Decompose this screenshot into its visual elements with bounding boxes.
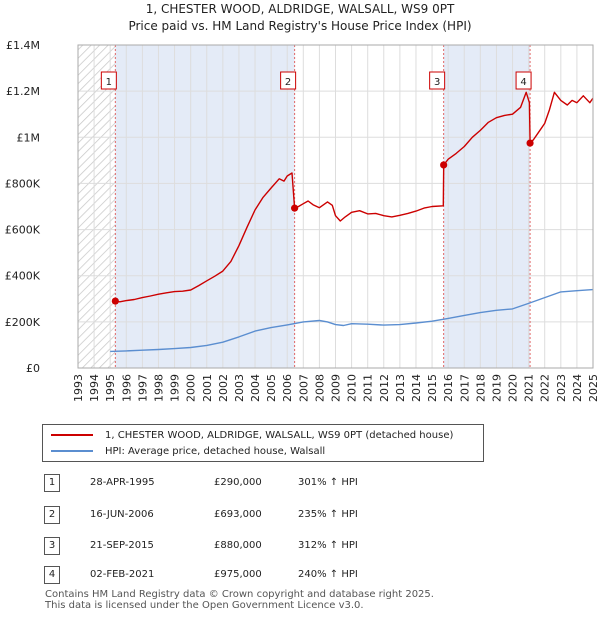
x-tick-label: 2020	[507, 374, 520, 402]
x-tick-label: 2022	[539, 374, 552, 402]
x-tick-label: 2015	[426, 374, 439, 402]
sale-label-number: 1	[106, 77, 112, 88]
x-tick-label: 2014	[410, 374, 423, 402]
x-tick-label: 2025	[587, 374, 600, 402]
hpi-line	[110, 288, 594, 353]
y-tick-label: £600K	[5, 224, 41, 237]
x-tick-label: 2012	[378, 374, 391, 402]
y-tick-label: £1M	[17, 131, 41, 144]
sale-point	[111, 297, 119, 305]
x-tick-label: 2011	[362, 374, 375, 402]
x-tick-label: 1999	[169, 374, 182, 402]
legend: 1, CHESTER WOOD, ALDRIDGE, WALSALL, WS9 …	[42, 424, 484, 462]
sale-hpi-change: 240% ↑ HPI	[298, 569, 358, 580]
sale-number-box: 3	[44, 537, 60, 555]
legend-swatch-hpi	[51, 450, 93, 452]
x-tick-label: 2009	[330, 374, 343, 402]
x-tick-label: 2005	[265, 374, 278, 402]
sale-price: £290,000	[214, 477, 262, 488]
legend-swatch-property	[51, 434, 93, 436]
sale-label-number: 3	[434, 77, 440, 88]
x-tick-label: 2007	[297, 374, 310, 402]
sale-price: £693,000	[214, 509, 262, 520]
plot-frame	[77, 44, 594, 369]
table-row: 3 21-SEP-2015 £880,000 312% ↑ HPI	[44, 537, 464, 555]
x-tick-label: 2019	[490, 374, 503, 402]
sale-date: 02-FEB-2021	[90, 569, 155, 580]
sale-label-box	[280, 71, 297, 90]
x-tick-label: 2024	[571, 374, 584, 402]
sale-label-box	[100, 71, 117, 90]
x-tick-label: 1993	[72, 374, 85, 402]
legend-item-property: 1, CHESTER WOOD, ALDRIDGE, WALSALL, WS9 …	[51, 427, 453, 443]
footer-attribution: Contains HM Land Registry data © Crown c…	[45, 589, 434, 611]
sale-price: £880,000	[214, 540, 262, 551]
y-tick-label: £1.4M	[6, 39, 40, 52]
legend-item-hpi: HPI: Average price, detached house, Wals…	[51, 443, 325, 459]
sale-point	[440, 161, 448, 169]
x-tick-label: 2001	[201, 374, 214, 402]
footer-line-2: This data is licensed under the Open Gov…	[45, 600, 364, 611]
table-row: 1 28-APR-1995 £290,000 301% ↑ HPI	[44, 474, 464, 492]
sale-number-box: 1	[44, 474, 60, 492]
y-tick-label: £800K	[5, 177, 41, 190]
x-tick-label: 2023	[555, 374, 568, 402]
x-tick-label: 2004	[249, 374, 262, 402]
sale-date: 16-JUN-2006	[90, 509, 154, 520]
x-tick-label: 2017	[458, 374, 471, 402]
sale-date: 21-SEP-2015	[90, 540, 154, 551]
chart-subtitle: Price paid vs. HM Land Registry's House …	[128, 19, 471, 33]
footer-line-1: Contains HM Land Registry data © Crown c…	[45, 589, 434, 600]
x-tick-label: 2008	[313, 374, 326, 402]
sale-date: 28-APR-1995	[90, 477, 155, 488]
x-tick-label: 2002	[217, 374, 230, 402]
legend-label-hpi: HPI: Average price, detached house, Wals…	[105, 445, 326, 457]
x-tick-label: 1997	[136, 374, 149, 402]
y-tick-label: £0	[26, 362, 40, 375]
sale-point	[526, 139, 534, 147]
sale-label-number: 2	[285, 77, 291, 88]
x-tick-label: 2003	[233, 374, 246, 402]
x-tick-label: 1996	[120, 374, 133, 402]
y-tick-label: £1.2M	[6, 85, 40, 98]
x-tick-label: 2018	[474, 374, 487, 402]
x-tick-label: 1994	[88, 374, 101, 402]
legend-label-property: 1, CHESTER WOOD, ALDRIDGE, WALSALL, WS9 …	[105, 429, 454, 441]
y-tick-label: £400K	[5, 270, 41, 283]
sale-label-box	[515, 71, 532, 90]
x-tick-label: 2016	[442, 374, 455, 402]
sale-hpi-change: 235% ↑ HPI	[298, 509, 358, 520]
x-tick-label: 1998	[152, 374, 165, 402]
hatched-region	[78, 45, 116, 368]
sale-label-box	[429, 71, 446, 90]
property-price-line	[115, 91, 594, 303]
table-row: 4 02-FEB-2021 £975,000 240% ↑ HPI	[44, 566, 464, 584]
x-tick-label: 1995	[104, 374, 117, 402]
x-tick-label: 2006	[281, 374, 294, 402]
x-tick-label: 2021	[523, 374, 536, 402]
x-tick-label: 2013	[394, 374, 407, 402]
sale-point	[291, 204, 299, 212]
x-tick-label: 2000	[185, 374, 198, 402]
sale-number-box: 4	[44, 566, 60, 584]
sale-price: £975,000	[214, 569, 262, 580]
sale-hpi-change: 301% ↑ HPI	[298, 477, 358, 488]
y-tick-label: £200K	[5, 316, 41, 329]
x-tick-label: 2010	[346, 374, 359, 402]
shaded-period	[115, 45, 295, 368]
price-chart: 1, CHESTER WOOD, ALDRIDGE, WALSALL, WS9 …	[5, 2, 600, 402]
chart-title: 1, CHESTER WOOD, ALDRIDGE, WALSALL, WS9 …	[146, 2, 455, 16]
sale-label-number: 4	[520, 77, 526, 88]
sale-number-box: 2	[44, 506, 60, 524]
table-row: 2 16-JUN-2006 £693,000 235% ↑ HPI	[44, 506, 464, 524]
shaded-period	[443, 45, 531, 368]
sale-hpi-change: 312% ↑ HPI	[298, 540, 358, 551]
